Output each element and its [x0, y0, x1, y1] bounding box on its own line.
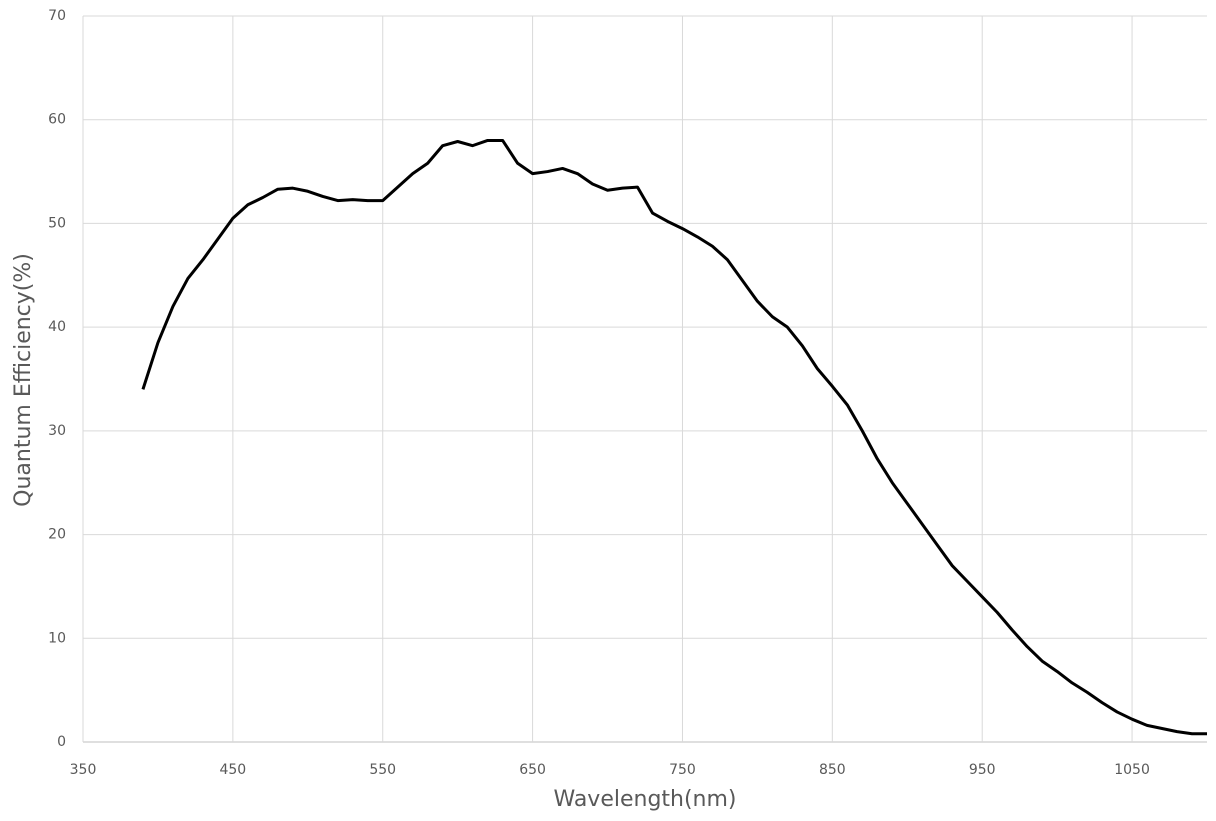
y-tick-label: 50 — [48, 215, 66, 231]
y-tick-label: 0 — [57, 734, 66, 750]
x-tick-label: 1050 — [1114, 762, 1150, 778]
data-line — [141, 138, 1207, 736]
x-axis-title: Wavelength(nm) — [553, 787, 736, 812]
x-tick-label: 950 — [969, 762, 996, 778]
y-tick-label: 10 — [48, 630, 66, 646]
y-tick-label: 60 — [48, 112, 66, 128]
x-tick-label: 850 — [819, 762, 846, 778]
y-axis-title: Quantum Efficiency(%) — [11, 253, 36, 507]
y-tick-label: 20 — [48, 527, 66, 543]
x-tick-label: 750 — [669, 762, 696, 778]
x-tick-label: 650 — [519, 762, 546, 778]
y-tick-label: 70 — [48, 8, 66, 24]
y-tick-label: 30 — [48, 423, 66, 439]
x-tick-label: 550 — [369, 762, 396, 778]
x-tick-label: 350 — [70, 762, 97, 778]
x-tick-label: 450 — [219, 762, 246, 778]
y-tick-label: 40 — [48, 319, 66, 335]
